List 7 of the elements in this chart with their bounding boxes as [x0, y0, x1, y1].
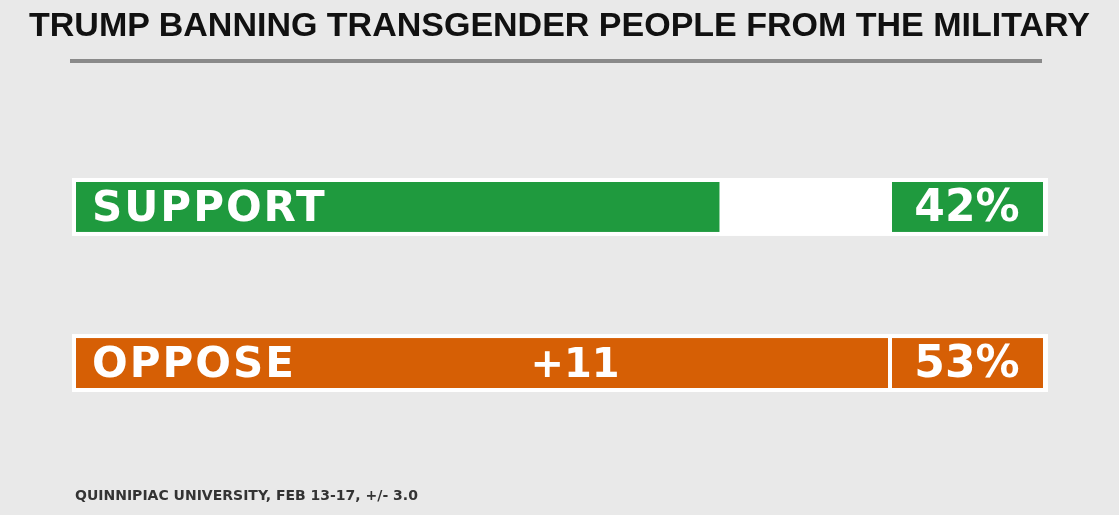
data-label: 53%	[914, 336, 1020, 388]
chart-title: TRUMP BANNING TRANSGENDER PEOPLE FROM THE MILITARY	[29, 5, 1091, 43]
data-label: 42%	[914, 179, 1020, 231]
annotation: +11	[530, 340, 620, 387]
y-tick-label: SUPPORT	[92, 181, 327, 231]
y-tick-label: OPPOSE	[92, 338, 296, 388]
text: QUINNIPIAC UNIVERSITY, FEB 13-17, +/- 3.0	[75, 487, 419, 503]
